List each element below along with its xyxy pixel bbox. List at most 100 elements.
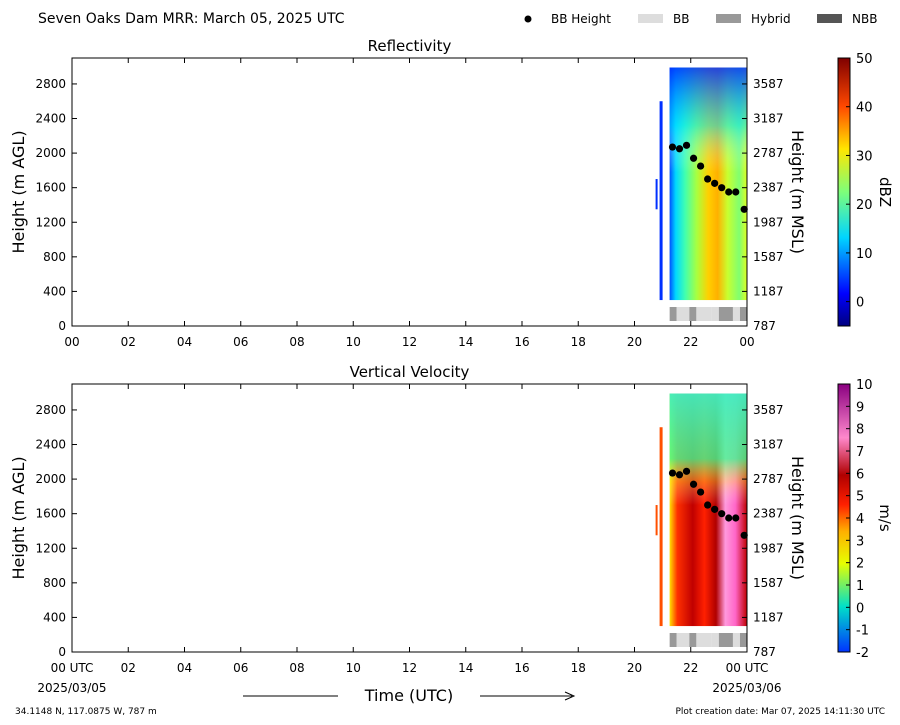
x-tick-label: 10 <box>346 661 361 675</box>
legend-marker-bb-height <box>524 15 532 23</box>
bb-height-point <box>675 471 684 479</box>
bb-type-strip-segment <box>696 633 712 647</box>
y-tick-label-left: 2800 <box>35 77 66 91</box>
y-tick-label-right: 2387 <box>753 507 784 521</box>
y-tick-label-right: 2387 <box>753 181 784 195</box>
x-tick-label: 04 <box>177 335 192 349</box>
bb-height-point <box>689 480 698 488</box>
x-tick-label: 04 <box>177 661 192 675</box>
legend: BB Height BB Hybrid NBB <box>524 12 877 26</box>
bb-type-strip-segment <box>689 307 697 321</box>
data-leading-edge <box>659 427 663 627</box>
x-tick-label: 12 <box>402 661 417 675</box>
bb-height-point <box>682 141 691 149</box>
legend-label-nbb: NBB <box>852 12 877 26</box>
colorbar-tick-label: -2 <box>856 646 869 661</box>
x-tick-label: 00 <box>739 335 754 349</box>
y-tick-label-left: 1200 <box>35 215 66 229</box>
bb-type-strip-segment <box>739 307 747 321</box>
bb-height-point <box>725 514 733 522</box>
bb-type-strip-segment <box>669 307 677 321</box>
y-tick-label-left: 800 <box>43 250 66 264</box>
bb-height-point <box>732 514 740 522</box>
bb-height-point <box>704 501 712 509</box>
y-tick-label-left: 2000 <box>35 472 66 486</box>
y-tick-label-right: 1987 <box>753 541 784 555</box>
figure-title: Seven Oaks Dam MRR: March 05, 2025 UTC <box>38 11 345 27</box>
data-leading-edge-fragment <box>655 505 658 536</box>
colorbar-label: m/s <box>876 504 894 532</box>
y-tick-label-right: 1187 <box>753 610 784 624</box>
colorbar-tick-label: 3 <box>856 534 864 549</box>
colorbar-label: dBZ <box>876 177 894 207</box>
bb-height-point <box>668 469 677 477</box>
legend-swatch-hybrid <box>716 14 741 23</box>
x-tick-label: 06 <box>233 661 248 675</box>
y-axis-label-left: Height (m AGL) <box>9 456 28 579</box>
x-tick-label: 02 <box>121 335 136 349</box>
y-tick-label-left: 0 <box>58 319 66 333</box>
data-leading-edge-fragment <box>655 179 658 210</box>
plot-frame <box>71 57 748 327</box>
bb-type-strip-segment <box>676 307 690 321</box>
start-date-label: 2025/03/05 <box>37 681 106 695</box>
legend-label-bb-height: BB Height <box>551 12 611 26</box>
x-tick-label: 14 <box>458 335 473 349</box>
colorbar-tick-label: 2 <box>856 557 864 572</box>
x-tick-label: 12 <box>402 335 417 349</box>
data-field-shading <box>669 67 747 301</box>
colorbar-tick-label: 6 <box>856 467 864 482</box>
panel-title: Vertical Velocity <box>350 363 470 381</box>
y-tick-label-right: 3187 <box>753 112 784 126</box>
x-tick-label: 16 <box>514 661 529 675</box>
x-tick-label: 22 <box>683 661 698 675</box>
bb-height-point <box>725 188 733 196</box>
time-arrow-head <box>564 691 576 701</box>
x-tick-label: 16 <box>514 335 529 349</box>
location-footer: 34.1148 N, 117.0875 W, 787 m <box>15 707 157 717</box>
bb-type-strip-segment <box>718 307 733 321</box>
x-tick-label: 06 <box>233 335 248 349</box>
y-tick-label-left: 400 <box>43 610 66 624</box>
legend-label-bb: BB <box>673 12 689 26</box>
y-tick-label-left: 1600 <box>35 507 66 521</box>
y-tick-label-right: 787 <box>753 319 776 333</box>
y-tick-label-right: 2787 <box>753 472 784 486</box>
bb-type-strip-segment <box>689 633 697 647</box>
data-field-shading <box>669 393 747 627</box>
data-leading-edge <box>659 101 663 301</box>
x-tick-label: 10 <box>346 335 361 349</box>
y-tick-label-left: 800 <box>43 576 66 590</box>
time-axis-annotations: 2025/03/05 2025/03/06 Time (UTC) <box>37 681 781 705</box>
y-tick-label-right: 1587 <box>753 576 784 590</box>
bb-type-strip-segment <box>732 307 740 321</box>
x-tick-label: 00 UTC <box>51 661 94 675</box>
y-tick-label-left: 2800 <box>35 403 66 417</box>
x-tick-label: 14 <box>458 661 473 675</box>
bb-height-point <box>718 510 726 518</box>
bb-height-point <box>711 179 719 187</box>
colorbar-tick-label: 5 <box>856 490 864 505</box>
y-tick-label-right: 3587 <box>753 403 784 417</box>
legend-swatch-bb <box>638 14 663 23</box>
y-tick-label-left: 2000 <box>35 146 66 160</box>
bb-type-strip-segment <box>732 633 740 647</box>
colorbar-tick-label: 20 <box>856 198 873 213</box>
colorbar-tick-label: 8 <box>856 423 864 438</box>
bb-height-point <box>696 488 705 496</box>
y-tick-label-right: 1187 <box>753 284 784 298</box>
y-axis-label-right: Height (m MSL) <box>788 130 807 254</box>
y-tick-label-right: 1987 <box>753 215 784 229</box>
x-tick-label: 00 <box>64 335 79 349</box>
colorbar-tick-label: 10 <box>856 378 873 393</box>
bb-type-strip-segment <box>718 633 733 647</box>
bb-height-point <box>682 467 691 475</box>
colorbar-tick-label: 0 <box>856 601 864 616</box>
x-tick-label: 00 UTC <box>726 661 769 675</box>
x-tick-label: 20 <box>627 335 642 349</box>
colorbar-tick-label: 7 <box>856 445 864 460</box>
colorbar-tick-label: -1 <box>856 624 869 639</box>
